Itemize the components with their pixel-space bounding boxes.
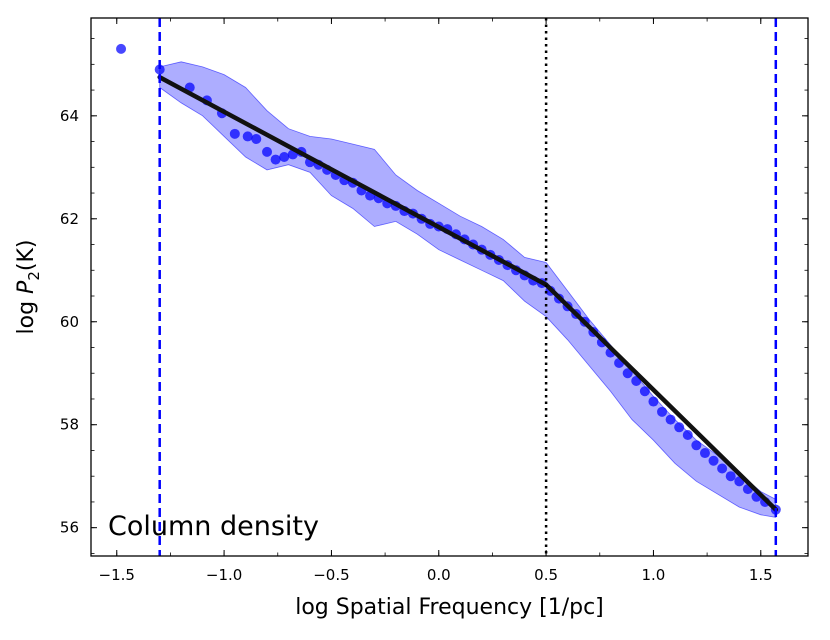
data-point bbox=[648, 396, 659, 407]
data-point bbox=[657, 406, 668, 417]
data-point bbox=[639, 386, 650, 397]
data-point bbox=[665, 414, 676, 425]
axes-frame bbox=[90, 17, 809, 557]
y-tick-label: 62 bbox=[60, 210, 79, 228]
data-point bbox=[270, 154, 281, 165]
data-point bbox=[622, 368, 633, 379]
y-tick-label: 64 bbox=[60, 107, 79, 125]
y-tick-label: 56 bbox=[60, 519, 79, 537]
data-point bbox=[229, 128, 240, 139]
x-tick-label: 1.0 bbox=[642, 566, 666, 584]
annotation-column-density: Column density bbox=[108, 511, 319, 542]
y-axis-label: log P2(K) bbox=[14, 240, 43, 335]
x-tick-label: 0.0 bbox=[427, 566, 451, 584]
y-axis-label-subscript: 2 bbox=[25, 271, 43, 281]
data-point bbox=[691, 440, 702, 451]
x-tick-label: −1.5 bbox=[99, 566, 135, 584]
data-point bbox=[262, 146, 273, 157]
x-tick-label: 1.5 bbox=[749, 566, 773, 584]
y-axis-label-suffix: (K) bbox=[14, 240, 39, 272]
fit-line-segment-1 bbox=[157, 74, 549, 287]
x-tick-label: −0.5 bbox=[313, 566, 349, 584]
x-axis-label: log Spatial Frequency [1/pc] bbox=[295, 595, 604, 620]
data-point bbox=[154, 64, 165, 75]
x-tick-label: −1.0 bbox=[206, 566, 242, 584]
data-point bbox=[682, 430, 693, 441]
data-point bbox=[251, 133, 262, 144]
y-tick-label: 60 bbox=[60, 313, 79, 331]
y-tick-label: 58 bbox=[60, 416, 79, 434]
x-tick-label: 0.5 bbox=[534, 566, 558, 584]
y-axis-label-variable: P bbox=[14, 280, 39, 294]
data-point bbox=[708, 455, 719, 466]
data-point bbox=[242, 131, 253, 142]
data-point bbox=[699, 448, 710, 459]
uncertainty-band bbox=[159, 61, 777, 518]
data-point bbox=[674, 422, 685, 433]
axis-ticks: −1.5 −1.0 −0.5 0.0 0.5 1.0 1.5 56 58 60 62 64 bbox=[60, 18, 808, 584]
data-point bbox=[725, 471, 736, 482]
y-axis-label-prefix: log bbox=[14, 294, 39, 335]
plot-area bbox=[116, 43, 781, 518]
data-point bbox=[116, 43, 127, 54]
data-point bbox=[279, 152, 290, 163]
fit-line-segment-2 bbox=[543, 282, 779, 512]
data-point bbox=[717, 463, 728, 474]
